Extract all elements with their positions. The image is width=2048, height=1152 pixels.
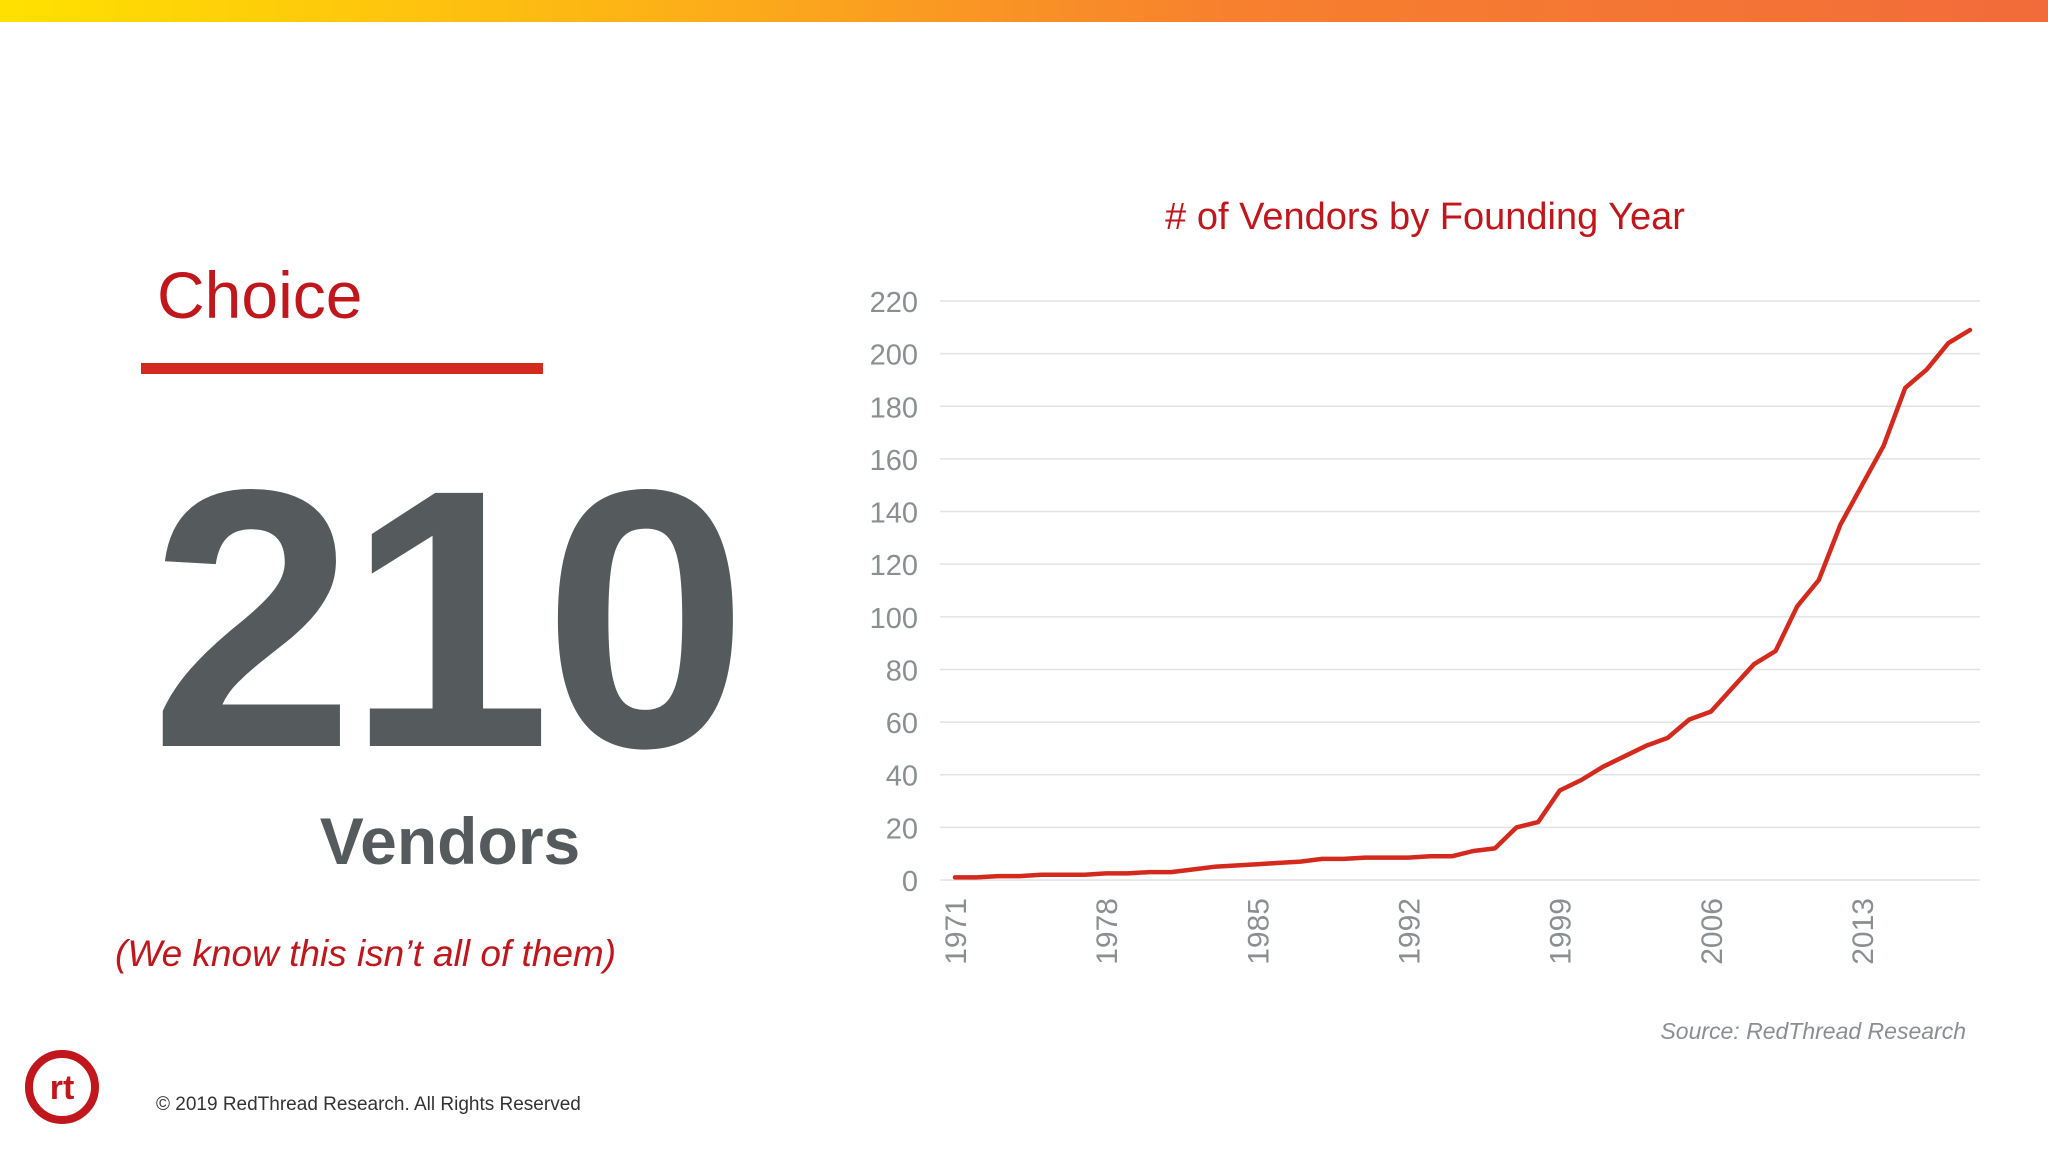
slide-heading: Choice bbox=[157, 258, 363, 332]
x-tick-label: 2013 bbox=[1847, 898, 1880, 965]
y-axis-ticks: 0 20 40 60 80 100 120 140 160 180 200 220 bbox=[870, 287, 918, 898]
chart-grid bbox=[940, 300, 1980, 881]
logo-letters: rt bbox=[50, 1069, 75, 1107]
x-tick-label: 1985 bbox=[1242, 898, 1275, 965]
y-tick-label: 80 bbox=[886, 655, 918, 687]
y-tick-label: 160 bbox=[870, 445, 918, 477]
source-note: Source: RedThread Research bbox=[1660, 1018, 1966, 1044]
top-accent-bar bbox=[0, 0, 2048, 22]
y-tick-label: 200 bbox=[870, 340, 918, 372]
vendor-count-label: Vendors bbox=[319, 804, 581, 878]
x-axis-ticks: 1971 1978 1985 1992 1999 2006 2013 bbox=[940, 898, 1880, 965]
y-tick-label: 60 bbox=[886, 708, 918, 740]
y-tick-label: 20 bbox=[886, 813, 918, 845]
y-tick-label: 100 bbox=[870, 603, 918, 635]
caveat-note: (We know this isn’t all of them) bbox=[115, 933, 617, 974]
y-tick-label: 0 bbox=[902, 866, 918, 898]
x-tick-label: 1978 bbox=[1091, 898, 1124, 965]
y-tick-label: 180 bbox=[870, 392, 918, 424]
redthread-logo: rt bbox=[25, 1050, 99, 1124]
vendor-count: 210 bbox=[150, 413, 748, 824]
chart-series bbox=[952, 327, 1973, 880]
y-tick-label: 220 bbox=[870, 287, 918, 319]
series-line-0 bbox=[952, 327, 1973, 880]
y-tick-label: 40 bbox=[886, 761, 918, 793]
x-tick-label: 1992 bbox=[1394, 898, 1427, 965]
copyright-notice: © 2019 RedThread Research. All Rights Re… bbox=[156, 1094, 581, 1115]
heading-underline bbox=[141, 363, 543, 374]
y-tick-label: 140 bbox=[870, 498, 918, 530]
x-tick-label: 1971 bbox=[940, 898, 973, 965]
x-tick-label: 2006 bbox=[1696, 898, 1729, 965]
chart-title: # of Vendors by Founding Year bbox=[1165, 196, 1685, 238]
x-tick-label: 1999 bbox=[1545, 898, 1578, 965]
y-tick-label: 120 bbox=[870, 550, 918, 582]
